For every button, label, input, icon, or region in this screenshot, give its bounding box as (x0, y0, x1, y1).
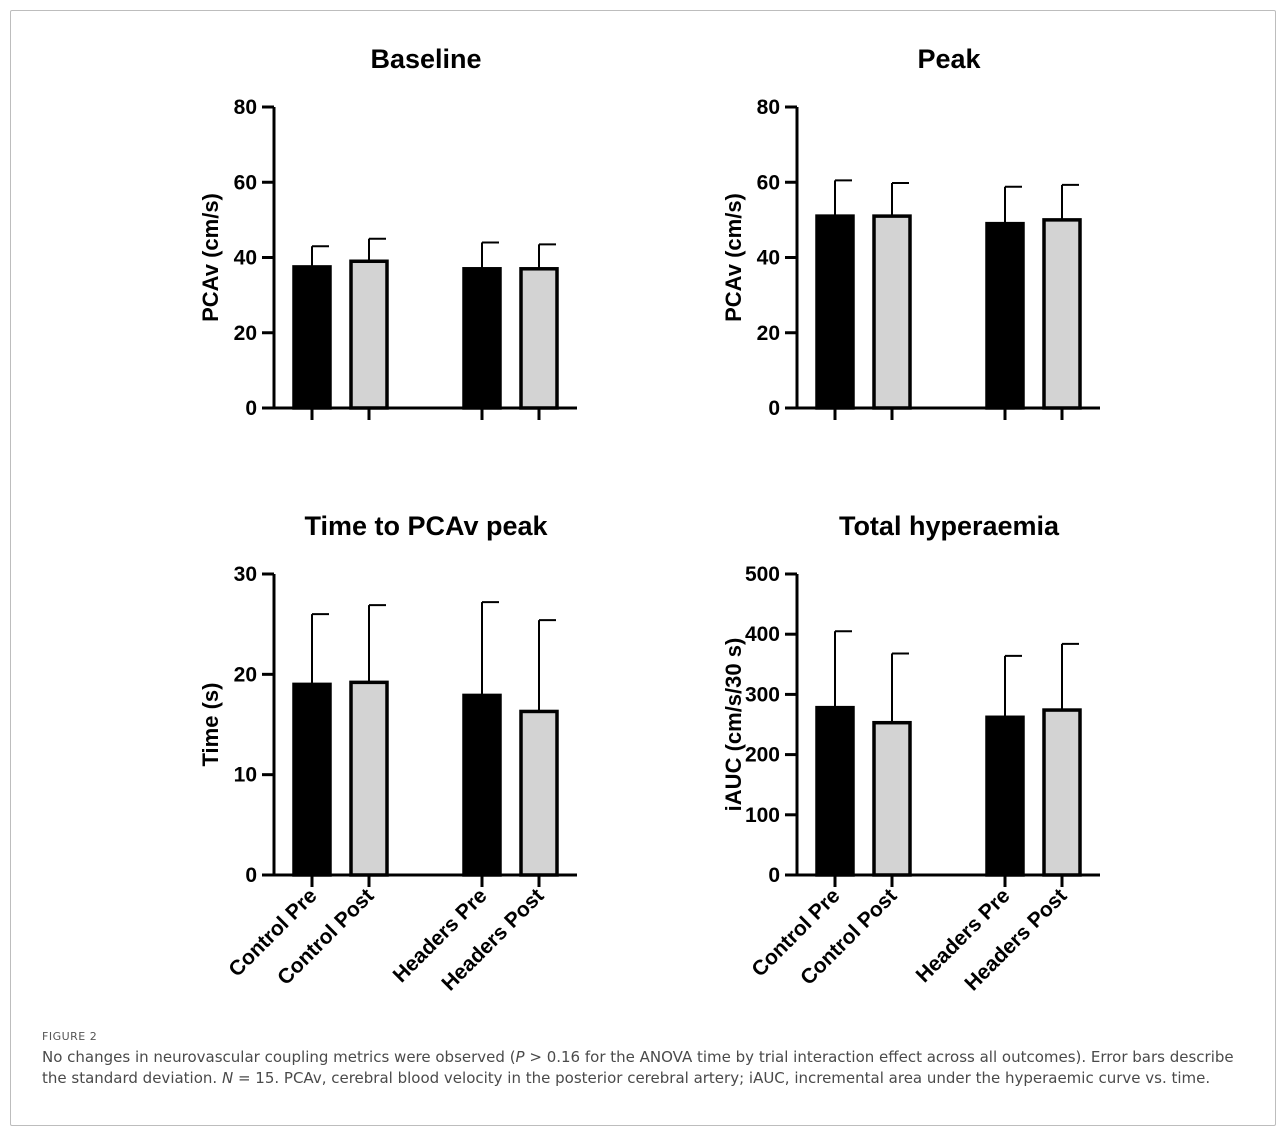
bar-control-post (872, 214, 912, 410)
figure-caption: FIGURE 2 No changes in neurovascular cou… (42, 1030, 1262, 1089)
y-tick-label: 20 (234, 663, 257, 686)
chart-title: Total hyperaemia (839, 511, 1060, 541)
bar-control-pre (815, 705, 855, 877)
y-tick-label: 100 (745, 804, 780, 827)
y-axis-label: iAUC (cm/s/30 s) (721, 638, 746, 812)
y-axis-label: PCAv (cm/s) (198, 193, 223, 322)
chart-title: Baseline (370, 44, 481, 74)
bar-headers-pre (462, 693, 502, 877)
bar-headers-post (1042, 708, 1082, 877)
bar-headers-post (519, 267, 559, 410)
y-axis-label: PCAv (cm/s) (721, 193, 746, 322)
bar-headers-pre (985, 715, 1025, 877)
x-category-label: Headers Post (960, 884, 1071, 995)
caption-part: No changes in neurovascular coupling met… (42, 1048, 516, 1066)
figure-charts: Baseline PCAv (cm/s) 0 20 40 60 80 Peak PCAv (cm… (198, 44, 1100, 995)
y-tick-label: 40 (234, 247, 257, 270)
y-tick-label: 400 (745, 623, 780, 646)
y-tick-label: 10 (234, 764, 257, 787)
caption-part: > 0.16 for the ANOVA time by trial inter… (42, 1048, 1234, 1087)
chart-title: Time to PCAv peak (304, 511, 548, 541)
y-tick-label: 60 (757, 171, 780, 194)
y-tick-label: 30 (234, 563, 257, 586)
caption-part: N (221, 1069, 234, 1087)
chart-panel-4: Total hyperaemia iAUC (cm/s/30 s) 0 100 200 3… (721, 511, 1100, 995)
bar-control-post (349, 680, 389, 877)
caption-part: = 15. PCAv, cerebral blood velocity in t… (233, 1069, 1211, 1087)
y-axis-label: Time (s) (198, 683, 223, 767)
chart-panel-1: Baseline PCAv (cm/s) 0 20 40 60 80 (198, 44, 577, 420)
bar-headers-pre (462, 267, 502, 410)
y-tick-label: 0 (768, 397, 780, 420)
bar-control-pre (292, 682, 332, 877)
bar-control-pre (292, 265, 332, 410)
y-tick-label: 0 (245, 864, 257, 887)
caption-part: P (515, 1048, 525, 1066)
y-tick-label: 20 (234, 322, 257, 345)
bar-control-pre (815, 214, 855, 410)
y-tick-label: 80 (757, 96, 780, 119)
bar-headers-post (519, 709, 559, 877)
figure-frame (10, 10, 1276, 1126)
y-tick-label: 0 (245, 397, 257, 420)
y-tick-label: 0 (768, 864, 780, 887)
y-tick-label: 80 (234, 96, 257, 119)
y-tick-label: 300 (745, 683, 780, 706)
bar-headers-pre (985, 221, 1025, 410)
y-tick-label: 40 (757, 247, 780, 270)
bar-control-post (349, 259, 389, 410)
chart-title: Peak (917, 44, 981, 74)
y-tick-label: 200 (745, 744, 780, 767)
x-category-label: Headers Post (437, 884, 548, 995)
y-tick-label: 60 (234, 171, 257, 194)
figure-caption-text: No changes in neurovascular coupling met… (42, 1047, 1262, 1089)
bar-headers-post (1042, 218, 1082, 410)
y-tick-label: 20 (757, 322, 780, 345)
y-tick-label: 500 (745, 563, 780, 586)
chart-panel-2: Peak PCAv (cm/s) 0 20 40 60 80 (721, 44, 1100, 420)
figure-label: FIGURE 2 (42, 1030, 98, 1043)
bar-control-post (872, 720, 912, 877)
